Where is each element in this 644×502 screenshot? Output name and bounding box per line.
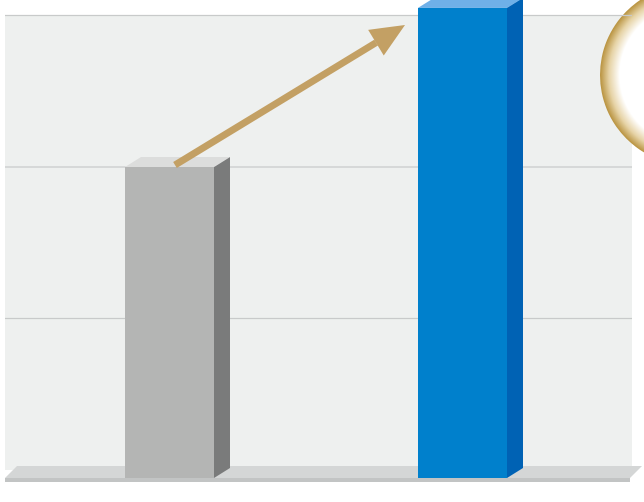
- bar: [418, 7, 507, 479]
- floor-top: [5, 466, 642, 478]
- plot-background: [5, 15, 632, 470]
- decoration-circle: [600, 0, 644, 153]
- bar: [125, 167, 214, 478]
- bar-side: [214, 157, 230, 478]
- arrow-shaft: [173, 39, 378, 168]
- bar-top: [418, 0, 520, 8]
- bar-side: [507, 0, 523, 478]
- arrow-head: [368, 25, 405, 56]
- floor-front: [5, 478, 630, 482]
